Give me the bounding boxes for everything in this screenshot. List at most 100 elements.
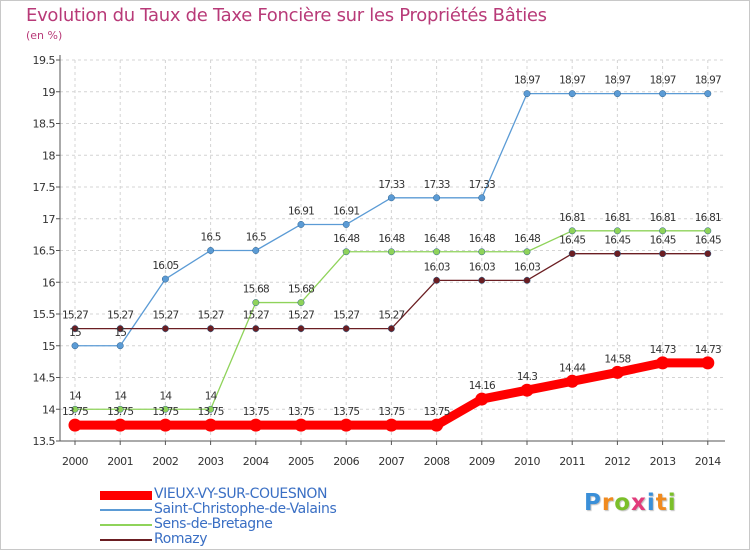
data-point <box>478 194 486 202</box>
x-tick-label: 2012 <box>604 455 630 468</box>
legend-item: Sens-de-Bretagne <box>100 516 420 532</box>
data-label: 15.27 <box>152 310 178 322</box>
data-label: 15.27 <box>378 310 404 322</box>
legend-swatch <box>100 509 152 511</box>
data-point <box>339 418 353 432</box>
data-label: 15.27 <box>198 310 224 322</box>
data-point <box>433 276 441 284</box>
data-label: 18.97 <box>604 75 630 87</box>
legend-label: Saint-Christophe-de-Valains <box>154 501 337 517</box>
data-label: 14 <box>160 390 173 402</box>
data-point <box>613 250 621 258</box>
data-point <box>387 325 395 333</box>
data-label: 15 <box>69 327 81 339</box>
data-label: 13.75 <box>198 406 224 418</box>
data-point <box>659 250 667 258</box>
data-label: 14.58 <box>604 353 630 365</box>
data-point <box>252 247 260 254</box>
data-point <box>297 299 305 307</box>
data-point <box>113 418 127 432</box>
y-tick-label: 14.5 <box>33 372 56 385</box>
x-tick-label: 2007 <box>378 455 404 468</box>
data-point <box>207 325 215 333</box>
data-label: 14.73 <box>650 344 676 356</box>
legend-swatch <box>100 524 152 526</box>
data-label: 16.5 <box>246 232 266 244</box>
data-point <box>71 342 79 350</box>
legend-item: Saint-Christophe-de-Valains <box>100 501 420 517</box>
data-point <box>204 418 218 432</box>
data-label: 14 <box>205 390 218 402</box>
data-point <box>430 418 444 432</box>
data-label: 14.16 <box>469 380 496 392</box>
data-point <box>342 221 350 228</box>
legend-swatch <box>100 491 152 500</box>
x-tick-label: 2001 <box>107 455 133 468</box>
data-point <box>523 276 531 284</box>
data-point <box>478 248 486 256</box>
data-label: 17.33 <box>469 179 495 191</box>
x-tick-label: 2006 <box>333 455 359 468</box>
data-label: 16.05 <box>152 260 178 272</box>
y-tick-label: 16 <box>42 276 55 289</box>
data-label: 16.45 <box>559 235 585 247</box>
x-tick-label: 2008 <box>424 455 450 468</box>
data-point <box>568 90 576 98</box>
x-tick-label: 2009 <box>469 455 495 468</box>
data-point <box>478 276 486 284</box>
y-tick-label: 18 <box>42 149 55 162</box>
data-label: 14 <box>114 390 127 402</box>
y-tick-label: 19 <box>42 86 55 99</box>
y-tick-label: 17.5 <box>33 181 56 194</box>
data-point <box>704 227 712 235</box>
data-point <box>610 365 624 379</box>
legend-item: VIEUX-VY-SUR-COUESNON <box>100 486 420 502</box>
data-point <box>161 325 169 333</box>
data-label: 16.91 <box>333 205 359 217</box>
data-point <box>297 325 305 333</box>
data-label: 13.75 <box>424 406 450 418</box>
x-tick-label: 2011 <box>559 455 585 468</box>
data-label: 15.27 <box>243 310 269 322</box>
data-point <box>523 90 531 98</box>
x-tick-label: 2002 <box>152 455 178 468</box>
data-label: 16.48 <box>469 233 495 245</box>
data-label: 18.97 <box>650 75 676 87</box>
data-point <box>523 248 531 256</box>
data-point <box>116 342 124 350</box>
x-tick-label: 2013 <box>650 455 676 468</box>
x-tick-label: 2014 <box>695 455 721 468</box>
data-label: 14 <box>69 390 82 402</box>
data-point <box>387 248 395 256</box>
data-point <box>116 405 124 413</box>
y-tick-label: 19.5 <box>33 54 56 67</box>
data-label: 15.27 <box>62 310 88 322</box>
legend-item: Romazy <box>100 531 420 547</box>
data-point <box>207 405 215 413</box>
y-tick-label: 18.5 <box>33 118 56 131</box>
data-label: 13.75 <box>333 406 359 418</box>
data-label: 16.81 <box>604 212 630 224</box>
data-label: 16.91 <box>288 205 314 217</box>
data-label: 16.45 <box>695 235 721 247</box>
data-label: 14.44 <box>559 362 586 374</box>
data-label: 16.03 <box>514 261 540 273</box>
data-label: 16.48 <box>514 233 540 245</box>
data-point <box>613 227 621 235</box>
data-label: 14.3 <box>517 371 537 383</box>
data-label: 16.48 <box>424 233 450 245</box>
proxiti-logo: Proxiti <box>584 490 677 516</box>
data-label: 16.81 <box>650 212 676 224</box>
data-label: 16.81 <box>695 212 721 224</box>
chart-title: Evolution du Taux de Taxe Foncière sur l… <box>26 5 547 26</box>
data-point <box>252 299 260 307</box>
data-label: 13.75 <box>378 406 404 418</box>
data-point <box>659 90 667 98</box>
data-point <box>207 247 215 254</box>
data-point <box>387 194 395 202</box>
data-point <box>68 418 82 432</box>
data-label: 18.97 <box>695 75 721 87</box>
data-label: 15.27 <box>288 310 314 322</box>
x-tick-label: 2003 <box>198 455 224 468</box>
